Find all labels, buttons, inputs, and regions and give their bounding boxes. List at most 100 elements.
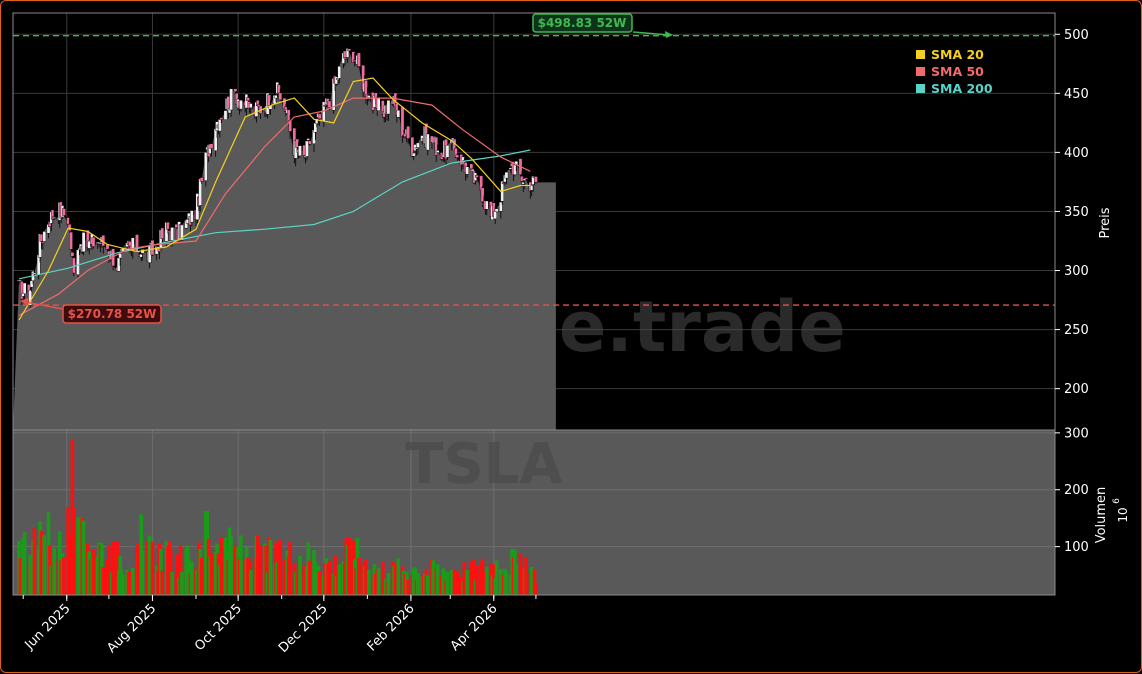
low-52w-label-text: $270.78 52W bbox=[68, 307, 157, 321]
candle-body bbox=[298, 145, 302, 157]
volume-bar bbox=[514, 564, 519, 595]
volume-bar bbox=[209, 553, 214, 595]
price-tick-label: 400 bbox=[1064, 146, 1089, 161]
candle-body bbox=[465, 166, 469, 175]
volume-bar bbox=[107, 545, 111, 595]
volume-bar bbox=[337, 564, 342, 595]
candle-body bbox=[386, 100, 391, 115]
candle-body bbox=[246, 97, 250, 101]
volume-bar bbox=[435, 564, 440, 595]
date-axis: Jun 2025 Aug 2025 Oct 2025 Dec 2025 Feb 2026… bbox=[22, 595, 537, 656]
legend-label-sma-20: SMA 20 bbox=[931, 47, 984, 62]
legend-swatch-sma-200 bbox=[916, 84, 925, 93]
volume-exponent-power: 6 bbox=[1112, 498, 1122, 504]
volume-bar bbox=[76, 517, 80, 595]
candle-body bbox=[455, 154, 460, 158]
candle-body bbox=[239, 100, 243, 110]
volume-bar bbox=[298, 555, 302, 595]
legend-swatch-sma-50 bbox=[916, 67, 925, 76]
volume-bar bbox=[357, 557, 361, 595]
candle-body bbox=[484, 200, 489, 210]
volume-bar bbox=[347, 537, 351, 595]
candle-body bbox=[357, 52, 361, 67]
candle-body bbox=[435, 150, 440, 153]
volume-bar bbox=[504, 571, 509, 595]
candle-body bbox=[278, 92, 283, 101]
price-axis-ticks: 200 250 300 350 400 450 500 bbox=[1055, 28, 1089, 397]
sma-50-line bbox=[18, 97, 531, 316]
volume-bar bbox=[278, 538, 283, 595]
volume-bar bbox=[91, 550, 96, 595]
volume-bar bbox=[333, 555, 337, 595]
high-52w-arrow bbox=[632, 31, 670, 36]
candle-body bbox=[41, 241, 45, 244]
candle-body bbox=[52, 216, 56, 219]
volume-bar bbox=[32, 528, 37, 595]
candle-body bbox=[396, 109, 401, 118]
low-52w-label-box bbox=[62, 304, 162, 324]
candle-body bbox=[406, 125, 410, 139]
price-axis-label: Preis bbox=[1098, 207, 1113, 238]
volume-bar bbox=[189, 561, 194, 595]
volume-exponent-base: 10 bbox=[1116, 507, 1130, 522]
candle-body bbox=[189, 210, 194, 223]
candle-body bbox=[42, 231, 47, 242]
date-tick-label: Apr 2026 bbox=[448, 601, 501, 654]
volume-bar bbox=[406, 579, 410, 595]
candle-body bbox=[219, 117, 224, 120]
volume-tick-label: 100 bbox=[1064, 540, 1089, 555]
volume-bar bbox=[366, 570, 371, 595]
volume-bar bbox=[170, 572, 174, 595]
date-tick-label: Dec 2025 bbox=[276, 601, 331, 656]
volume-bar bbox=[268, 539, 273, 595]
volume-bar bbox=[42, 535, 47, 595]
candle-body bbox=[62, 208, 66, 216]
candle-body bbox=[524, 177, 528, 180]
volume-bar bbox=[121, 574, 125, 595]
volume-bar bbox=[140, 549, 145, 595]
date-tick-label: Aug 2025 bbox=[104, 601, 159, 656]
volume-bar bbox=[317, 571, 322, 595]
volume-bar bbox=[71, 507, 76, 595]
volume-panel-border bbox=[12, 429, 1056, 596]
candle-body bbox=[91, 237, 96, 247]
candle-body bbox=[445, 145, 450, 158]
candle-body bbox=[504, 171, 509, 179]
candle-body bbox=[160, 227, 165, 239]
candle-body bbox=[337, 66, 342, 79]
volume-bar bbox=[484, 566, 489, 595]
volume-bar bbox=[524, 557, 528, 595]
price-tick-label: 350 bbox=[1064, 205, 1089, 220]
sma-200-line bbox=[18, 149, 531, 280]
volume-axis-label: Volumen bbox=[1094, 487, 1109, 544]
volume-bar bbox=[264, 545, 269, 595]
price-panel: forexsignale.trade $498.83 52W $270.78 5… bbox=[12, 12, 1113, 431]
volume-bar bbox=[115, 541, 120, 595]
volume-bar bbox=[101, 567, 106, 595]
date-tick-label: Oct 2025 bbox=[192, 601, 245, 654]
volume-bar bbox=[425, 575, 430, 595]
volume-grid bbox=[13, 430, 1055, 595]
candle-body bbox=[327, 100, 332, 108]
legend-label-sma-200: SMA 200 bbox=[931, 81, 993, 96]
volume-bar bbox=[130, 567, 135, 595]
volume-bar bbox=[386, 573, 391, 595]
candle-body bbox=[347, 48, 351, 52]
candle-body bbox=[70, 252, 75, 257]
high-52w-label: $498.83 52W bbox=[532, 13, 673, 38]
price-area bbox=[13, 48, 556, 431]
volume-bar bbox=[219, 537, 224, 595]
candle-body bbox=[425, 133, 430, 151]
volume-bar bbox=[518, 553, 523, 595]
high-52w-label-text: $498.83 52W bbox=[538, 16, 627, 30]
candle-body bbox=[493, 211, 497, 220]
volume-bar bbox=[455, 571, 460, 595]
volume-bar bbox=[229, 536, 233, 595]
volume-bar bbox=[364, 559, 368, 595]
candle-body bbox=[307, 140, 312, 145]
candle-body bbox=[233, 88, 238, 92]
volume-bar bbox=[248, 569, 253, 595]
candle-body bbox=[81, 232, 86, 253]
high-52w-label-box bbox=[532, 13, 633, 33]
